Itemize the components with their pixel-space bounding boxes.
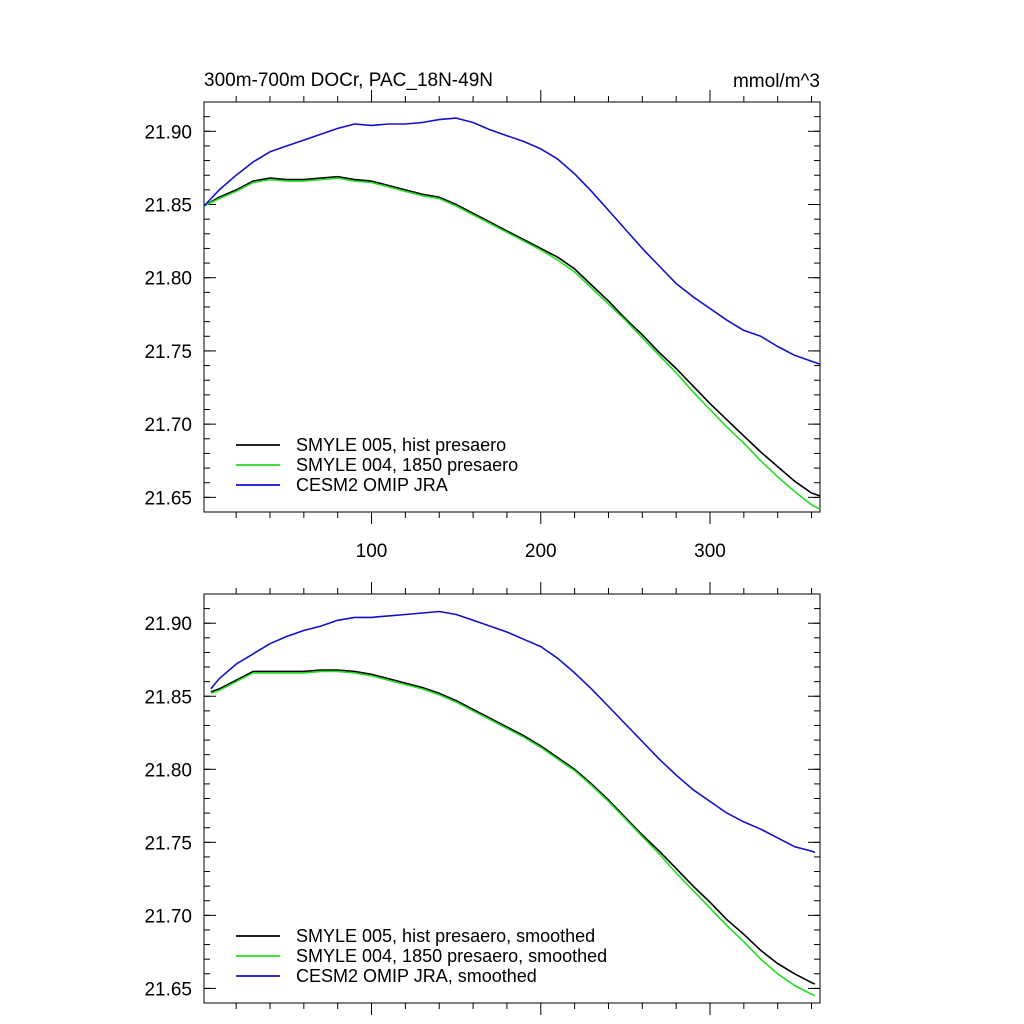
y-tick-label: 21.90	[144, 122, 192, 143]
y-tick-label: 21.70	[144, 906, 192, 927]
y-tick-label: 21.90	[144, 614, 192, 635]
legend-label: SMYLE 004, 1850 presaero, smoothed	[296, 946, 607, 966]
series-line-0	[203, 175, 821, 497]
legend-label: SMYLE 005, hist presaero	[296, 435, 506, 455]
x-tick-label: 100	[356, 541, 388, 562]
legend-label: CESM2 OMIP JRA, smoothed	[296, 966, 537, 986]
series-line-2	[203, 117, 821, 365]
y-tick-label: 21.80	[144, 269, 192, 290]
y-tick-label: 21.85	[144, 687, 192, 708]
y-tick-label: 21.70	[144, 415, 192, 436]
top-panel: 300m-700m DOCr, PAC_18N-49N mmol/m^3 21.…	[144, 70, 821, 562]
x-tick-label: 200	[525, 541, 557, 562]
legend-label: CESM2 OMIP JRA	[296, 475, 448, 495]
x-tick-label: 300	[694, 541, 726, 562]
top-panel-units: mmol/m^3	[733, 71, 820, 92]
bottom-panel-lines	[210, 610, 816, 997]
bottom-panel-axes: 21.65 21.70 21.75 21.80 21.85 21.90	[144, 582, 821, 1015]
legend-label: SMYLE 005, hist presaero, smoothed	[296, 926, 595, 946]
top-panel-lines	[203, 117, 821, 510]
legend-label: SMYLE 004, 1850 presaero	[296, 455, 518, 475]
bottom-panel: 21.65 21.70 21.75 21.80 21.85 21.90 SMYLE 005…	[144, 582, 821, 1015]
y-tick-label: 21.65	[144, 979, 192, 1000]
y-tick-label: 21.85	[144, 196, 192, 217]
series-line-0	[210, 669, 816, 985]
y-tick-label: 21.75	[144, 833, 192, 854]
series-line-2	[210, 610, 816, 854]
y-tick-label: 21.75	[144, 342, 192, 363]
bottom-panel-legend: SMYLE 005, hist presaero, smoothedSMYLE …	[236, 926, 607, 986]
series-line-1	[210, 670, 816, 997]
y-tick-label: 21.65	[144, 488, 192, 509]
y-tick-label: 21.80	[144, 760, 192, 781]
top-panel-axes: 21.65 21.70 21.75 21.80 21.85 21.90 100 200 300	[144, 90, 821, 562]
series-line-1	[203, 177, 821, 510]
top-panel-title: 300m-700m DOCr, PAC_18N-49N	[204, 70, 493, 91]
